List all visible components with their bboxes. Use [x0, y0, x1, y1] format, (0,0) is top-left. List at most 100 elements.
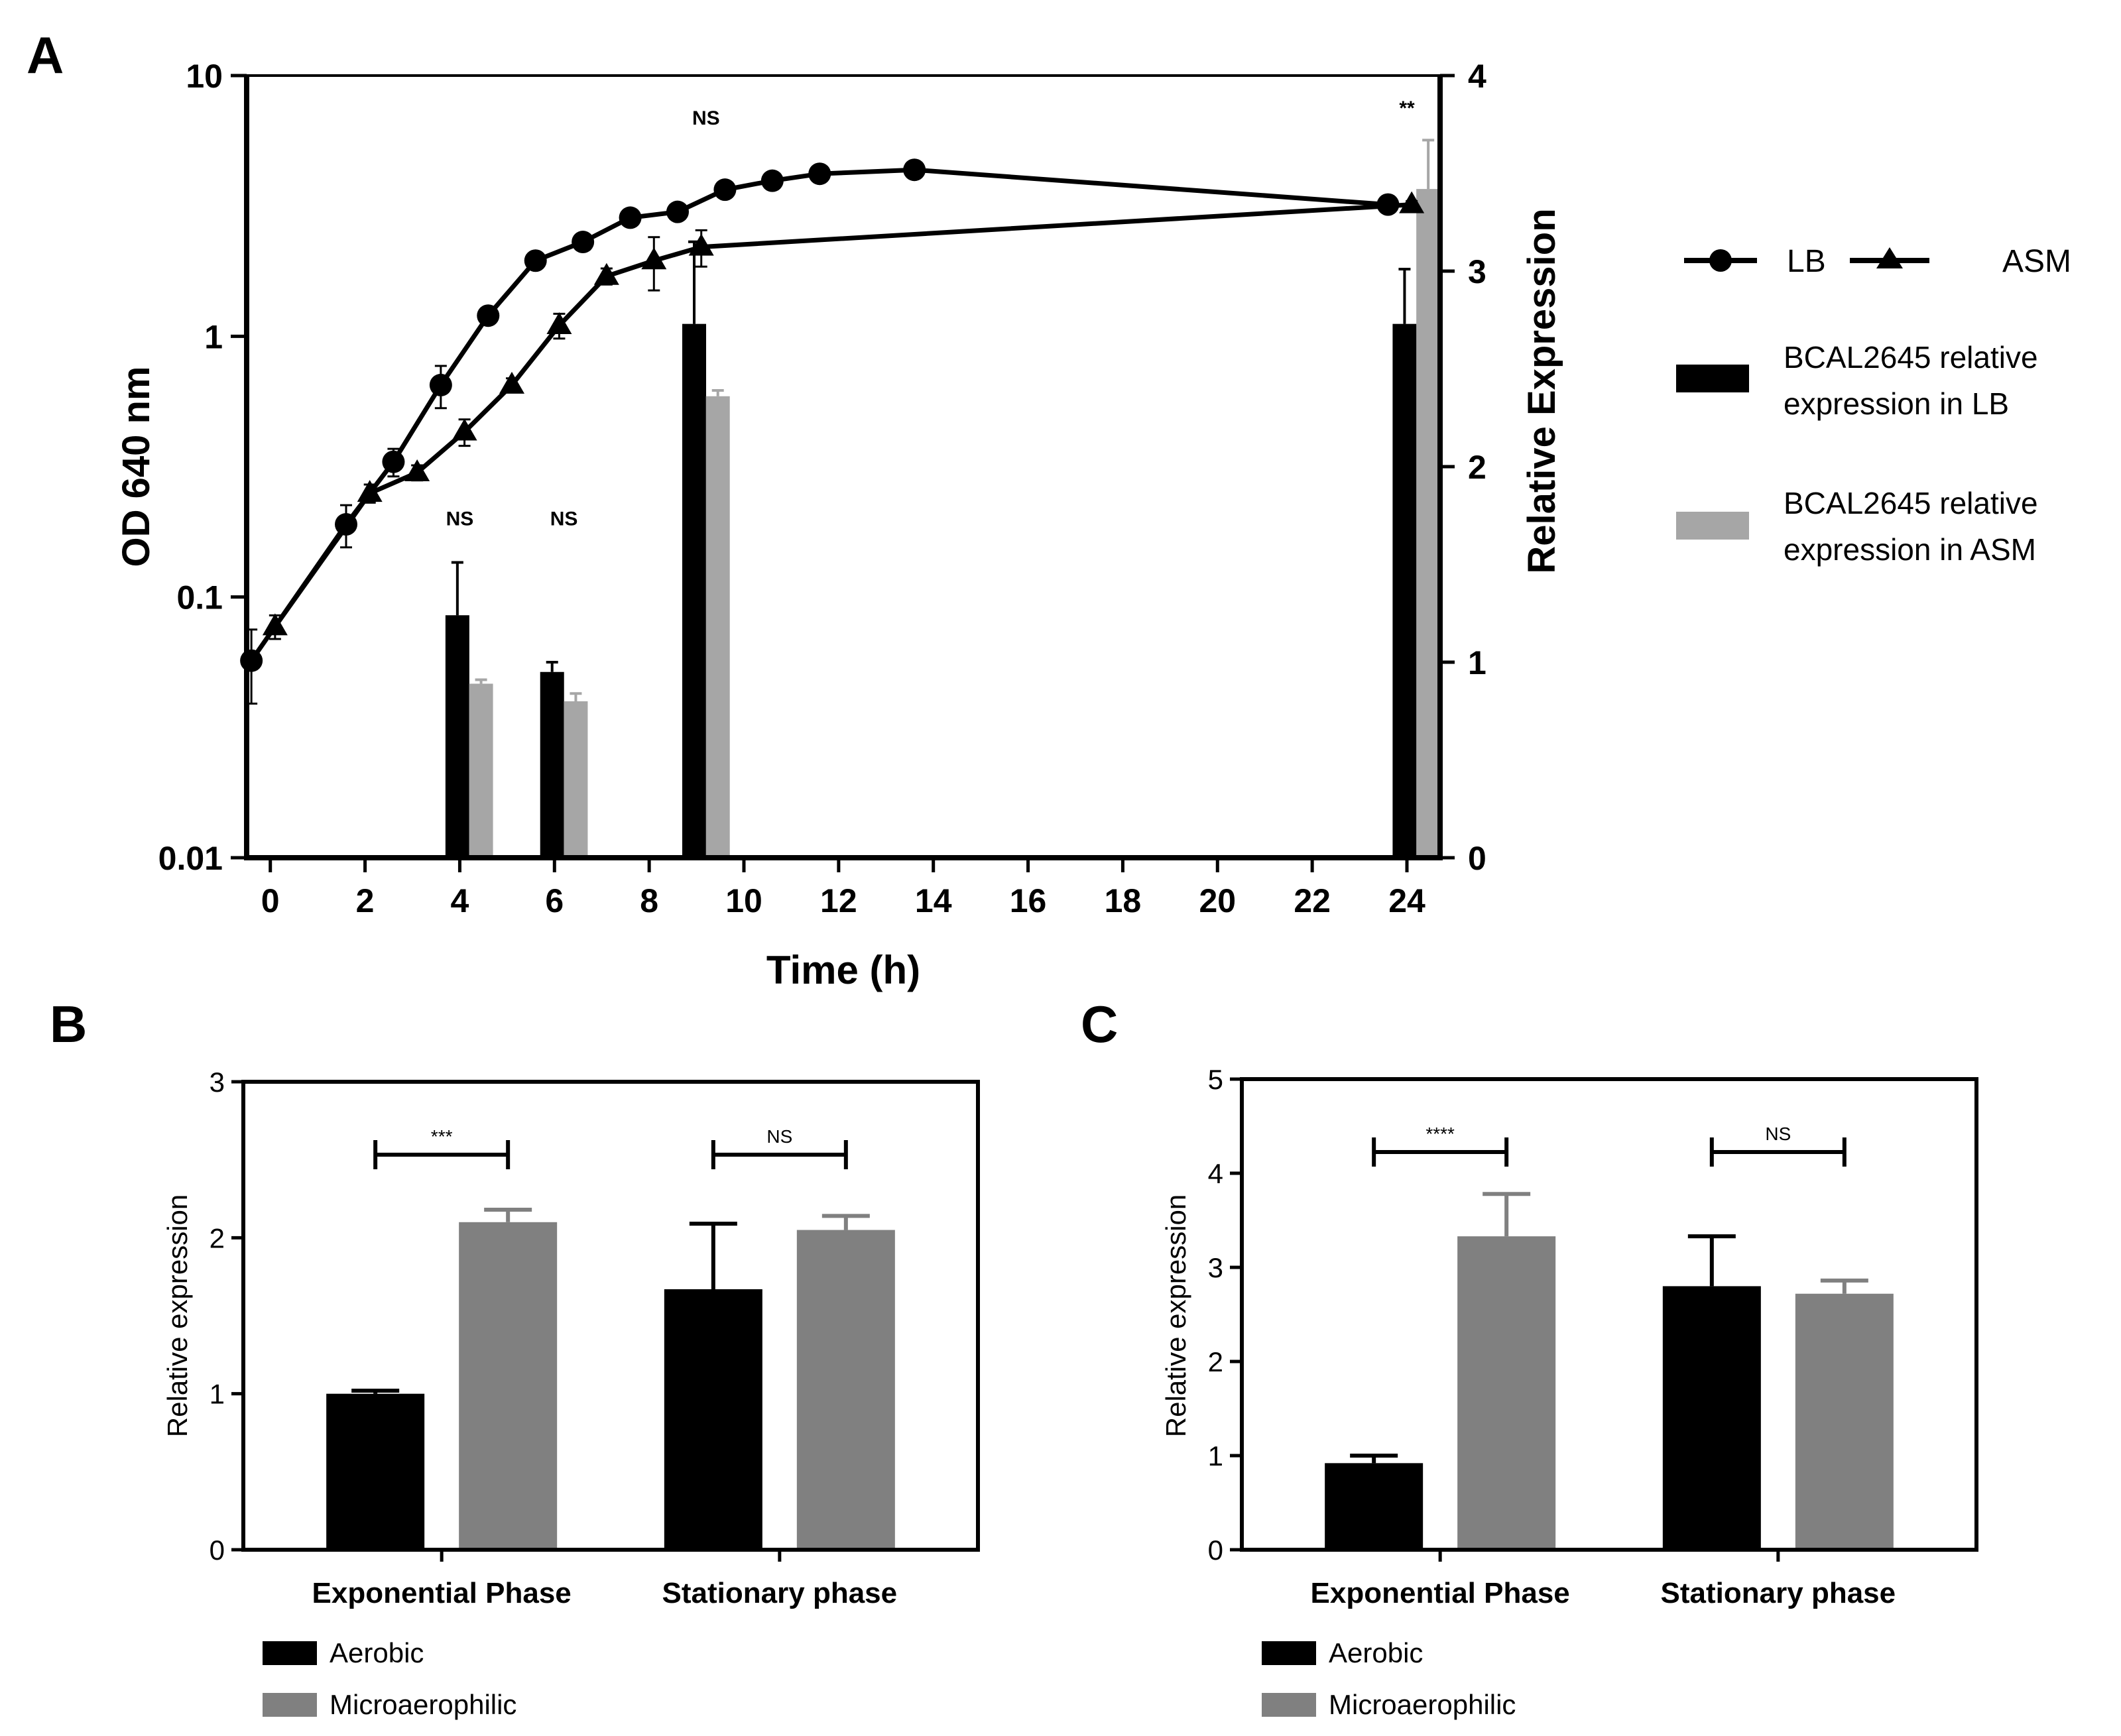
growth-curve-lb	[249, 167, 1388, 662]
lb-data-point	[760, 169, 784, 192]
asm-data-point	[546, 312, 572, 335]
panel-a-bars	[445, 139, 1441, 858]
panel-b-legend-micro: Microaerophilic	[330, 1689, 516, 1720]
asm-data-point	[1399, 191, 1425, 213]
asm-data-point	[688, 233, 714, 256]
panel_c-bar-aerobic	[1325, 1463, 1424, 1550]
panel-a-y2-tick-label: 3	[1468, 253, 1486, 290]
panel-a-x-tick-label: 18	[1105, 882, 1142, 919]
panel-c-legend-micro: Microaerophilic	[1329, 1689, 1516, 1720]
legend-bar-asm-line1: BCAL2645 relative	[1784, 486, 2038, 520]
expression-bar	[564, 701, 588, 858]
panel-a-x-tick-label: 14	[915, 882, 952, 919]
asm-data-point	[641, 247, 667, 270]
lb-data-point	[382, 450, 405, 473]
legend-asm-marker	[1876, 247, 1903, 268]
panel_c-significance-label: NS	[1765, 1124, 1791, 1144]
panel-b-y-title: Relative expression	[162, 1194, 193, 1438]
panel_b-bar-aerobic	[664, 1289, 762, 1550]
panel-b-legend: Aerobic Microaerophilic	[263, 1637, 516, 1720]
panel-c-legend-micro-swatch	[1262, 1693, 1316, 1717]
legend-bar-asm-line2: expression in ASM	[1784, 532, 2036, 567]
panel-a-x-tick-label: 22	[1294, 882, 1331, 919]
panel-c-legend-aerobic: Aerobic	[1329, 1637, 1423, 1668]
panel-a-y2-tick-label: 1	[1468, 644, 1486, 681]
panel-b: B Exponential Phase Stationary phase0123 …	[50, 995, 980, 1720]
panel-a-x-tick-label: 20	[1199, 882, 1236, 919]
panel-a-legend: LB ASM BCAL2645 relative expression in L…	[1676, 244, 2071, 567]
legend-asm-line: ASM	[1850, 244, 2071, 279]
panel-a-y-tick-label: 10	[186, 58, 223, 95]
legend-bar-lb-line2: expression in LB	[1784, 386, 2009, 421]
lb-data-point	[713, 178, 737, 202]
asm-data-point	[593, 262, 619, 285]
panel_c-y-tick-label: 3	[1208, 1252, 1223, 1283]
panel-b-bars	[326, 1207, 895, 1550]
lb-data-point	[666, 200, 689, 223]
lb-data-point	[808, 162, 831, 186]
legend-lb-line: LB	[1684, 244, 1826, 279]
significance-label: NS	[692, 107, 720, 129]
panel-c: C Exponential Phase Stationary phase 0 1 2 3 4…	[1081, 995, 1978, 1720]
expression-bar	[682, 323, 706, 858]
expression-bar	[469, 683, 493, 858]
panel_c-significance-label: ****	[1425, 1124, 1455, 1144]
panel-a-y2-tick-label: 2	[1468, 449, 1486, 486]
panel-a-x-tick-label: 24	[1388, 882, 1425, 919]
significance-label: NS	[446, 508, 474, 530]
panel_b-y-tick-label: 3	[210, 1067, 225, 1098]
panel-c-ticks: Exponential Phase Stationary phase 0 1 2 3 4 5	[1208, 1064, 1896, 1609]
panel-a-annotations: NS NS NS **	[446, 97, 1415, 530]
panel-c-bars	[1325, 1192, 1894, 1550]
panel-b-legend-aerobic: Aerobic	[330, 1637, 424, 1668]
panel-c-legend-aerobic-swatch	[1262, 1641, 1316, 1665]
panel-a-label: A	[27, 26, 64, 84]
growth-curve-asm	[273, 202, 1412, 628]
panel-c-frame	[1240, 1077, 1978, 1552]
legend-bar-lb-swatch	[1676, 365, 1749, 392]
panel_c-y-tick-label: 2	[1208, 1346, 1223, 1377]
panel-a-x-tick-label: 12	[820, 882, 857, 919]
panel-b-label: B	[50, 995, 87, 1053]
panel-a-y-tick-label: 0.01	[158, 840, 223, 877]
panel-a-x-tick-label: 10	[725, 882, 762, 919]
panel-c-significance: **** NS	[1372, 1124, 1847, 1167]
panel_c-bar-aerobic	[1662, 1286, 1761, 1550]
lb-data-point	[524, 249, 547, 272]
legend-lb-label: LB	[1787, 244, 1826, 279]
panel-a-x-title: Time (h)	[766, 948, 920, 992]
panel-a-lines	[240, 158, 1425, 705]
asm-data-point	[262, 613, 288, 636]
panel_b-significance-label: ***	[431, 1126, 453, 1147]
panel-a-x-tick-label: 4	[451, 882, 469, 919]
lb-data-point	[619, 206, 642, 229]
panel_b-y-tick-label: 2	[210, 1222, 225, 1253]
significance-label: **	[1399, 97, 1415, 119]
panel_b-bar-aerobic	[326, 1393, 425, 1550]
panel-a-x-tick-label: 2	[356, 882, 375, 919]
lb-data-point	[572, 231, 595, 254]
panel-a-y2-tick-label: 0	[1468, 840, 1486, 877]
panel-a-x-tick-label: 16	[1010, 882, 1047, 919]
panel-b-ticks: Exponential Phase Stationary phase 0 1 2 3	[210, 1067, 897, 1609]
panel_b-bar-microaerophilic	[796, 1230, 895, 1550]
expression-bar	[540, 671, 564, 858]
panel-a-y2-title: Relative Expression	[1520, 208, 1563, 573]
panel-a-y-tick-label: 1	[204, 318, 223, 355]
panel-b-significance: *** NS	[373, 1126, 848, 1169]
panel_c-bar-microaerophilic	[1457, 1236, 1556, 1550]
panel-a-x-tick-label: 8	[640, 882, 658, 919]
panel-c-label: C	[1081, 995, 1118, 1053]
significance-label: NS	[550, 508, 578, 530]
panel-a-y2-tick-label: 4	[1468, 58, 1486, 95]
panel_c-y-tick-label: 4	[1208, 1158, 1223, 1189]
panel-b-frame	[241, 1080, 980, 1552]
expression-bar	[1416, 189, 1441, 858]
panel_b-y-tick-label: 0	[210, 1534, 225, 1566]
panel_c-category-label: Exponential Phase	[1311, 1577, 1570, 1609]
panel_b-category-label: Exponential Phase	[312, 1577, 572, 1609]
panel-b-legend-micro-swatch	[263, 1693, 317, 1717]
